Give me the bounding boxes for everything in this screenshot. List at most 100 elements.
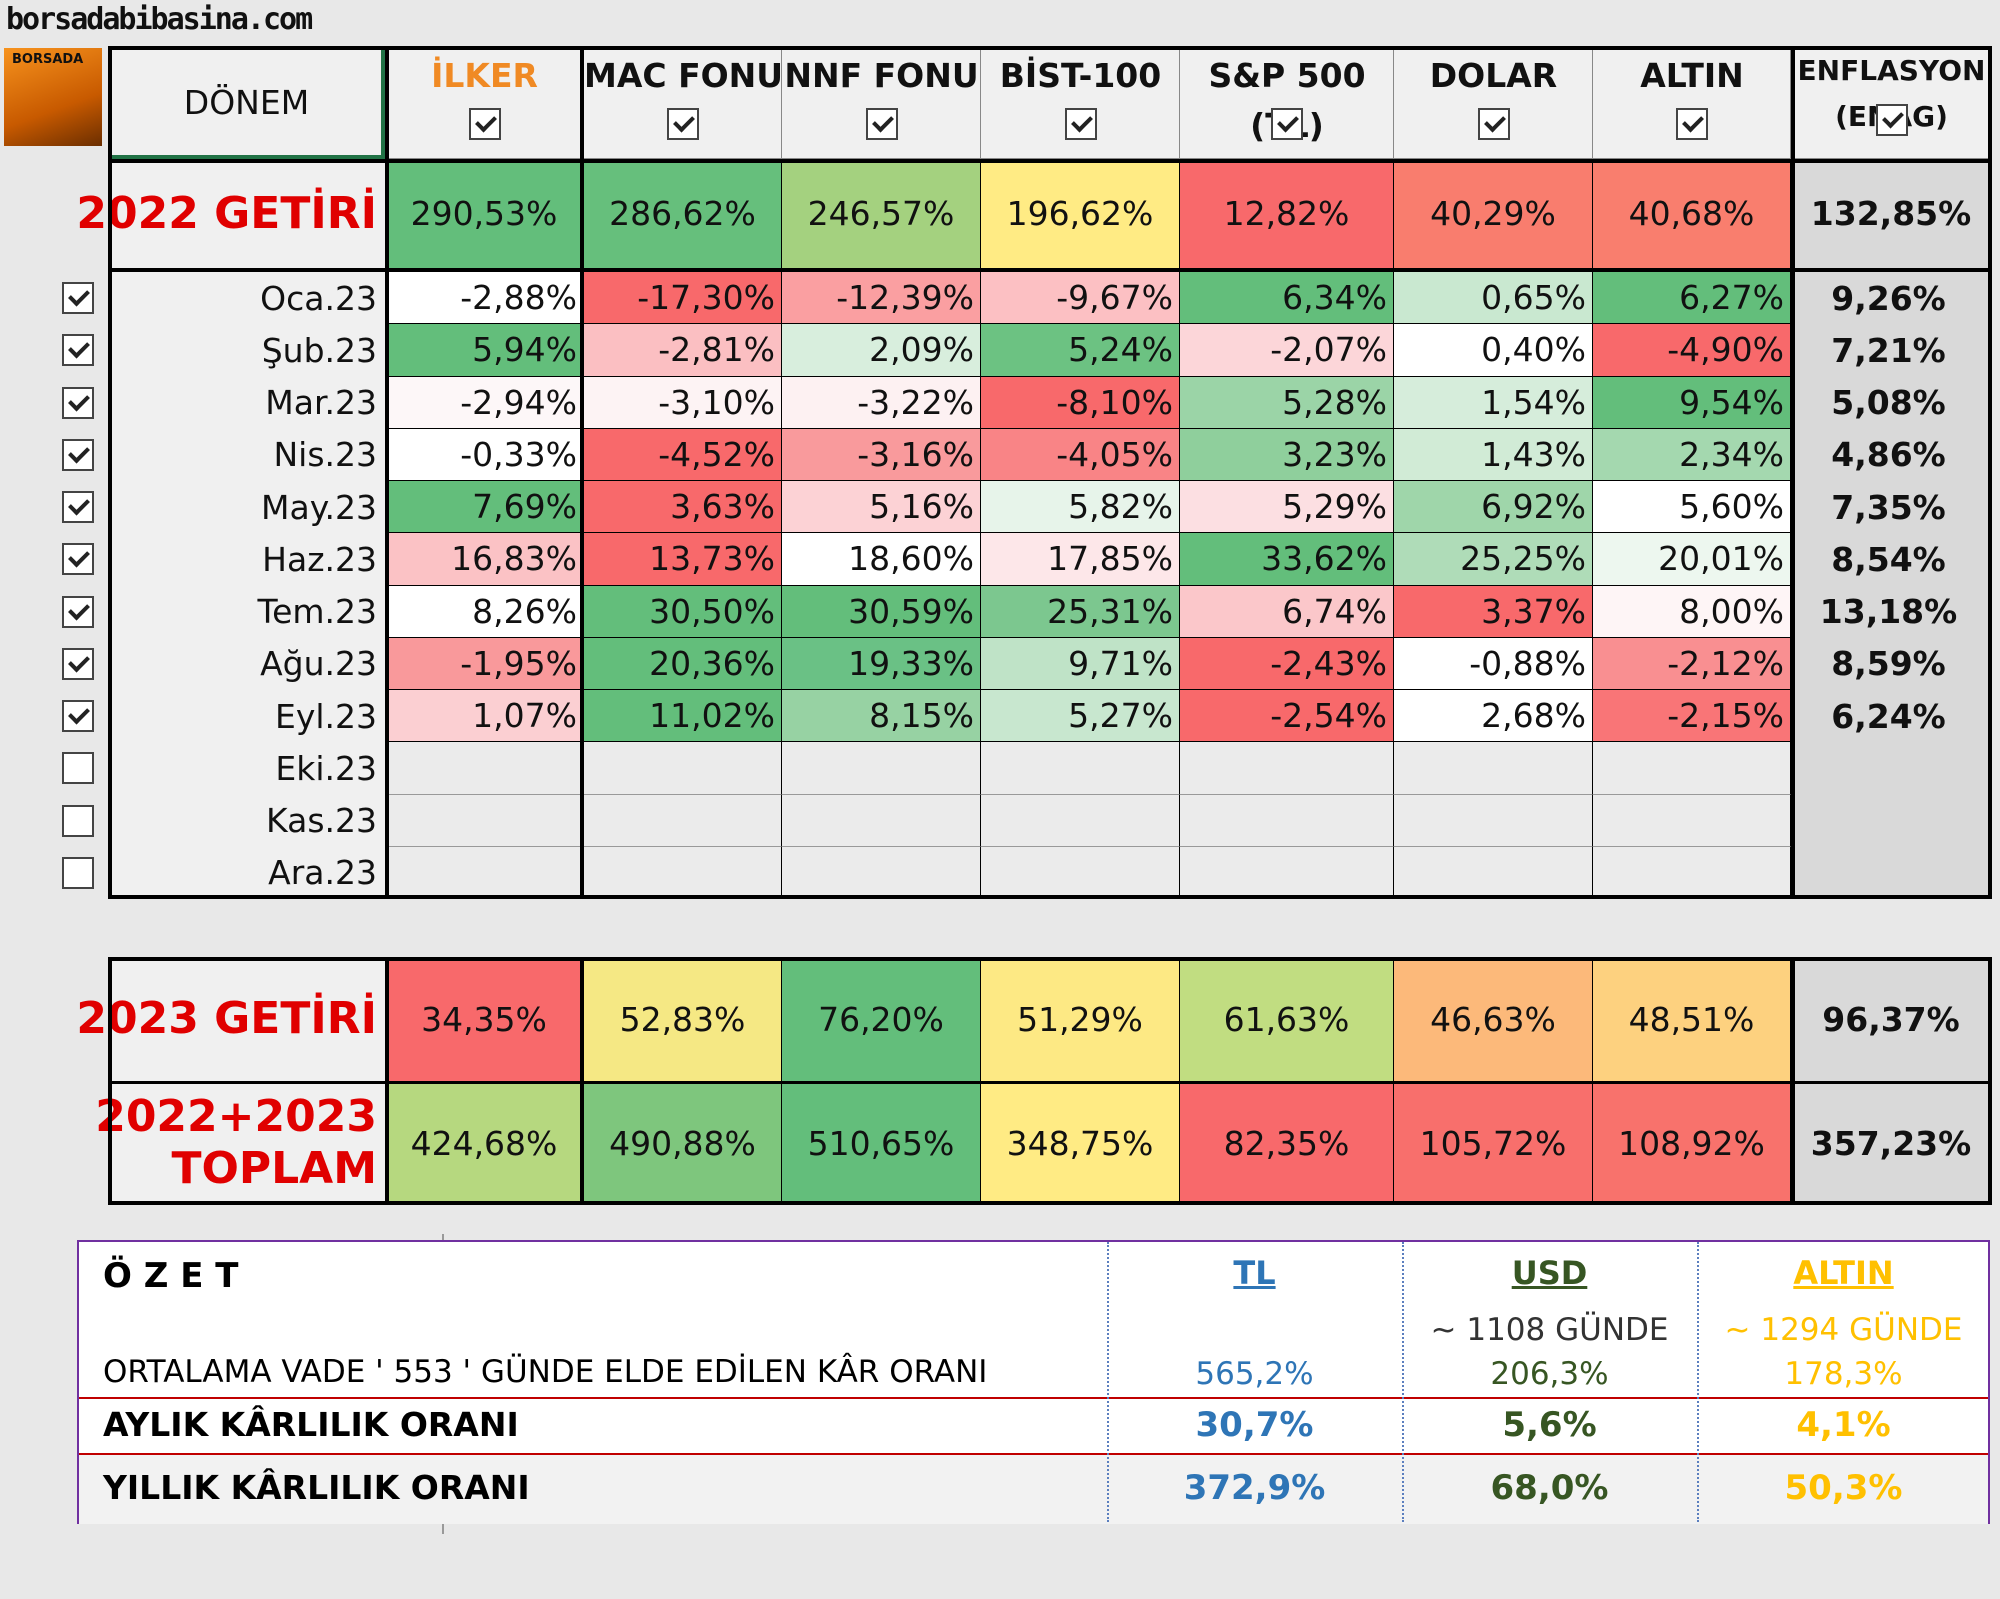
row-checkbox <box>62 334 94 367</box>
month-cell: 2,09% <box>782 324 981 377</box>
row-checkbox <box>62 647 94 680</box>
month-cell: -9,67% <box>981 272 1180 325</box>
month-cell: 5,60% <box>1593 481 1791 534</box>
inflation-cell: 132,85% <box>1791 159 1992 269</box>
summary-value: 30,7% <box>1195 1405 1314 1445</box>
month-cell: 6,34% <box>1180 272 1394 325</box>
month-cell <box>782 846 981 899</box>
month-cell: 9,54% <box>1593 376 1791 429</box>
value-cell: 48,51% <box>1593 957 1791 1082</box>
month-cell: 5,82% <box>981 481 1180 534</box>
month-cell: -3,22% <box>782 376 981 429</box>
month-label: Mar.23 <box>108 376 385 429</box>
site-name: borsadabibasina.com <box>6 2 313 37</box>
summary-divider <box>1107 1242 1109 1522</box>
summary-value: 565,2% <box>1195 1356 1314 1392</box>
month-cell: -4,05% <box>981 428 1180 481</box>
column-checkbox <box>1875 104 1908 136</box>
month-cell: 5,16% <box>782 481 981 534</box>
month-cell: 30,59% <box>782 585 981 638</box>
month-cell <box>1593 846 1791 899</box>
month-cell <box>782 794 981 847</box>
month-cell <box>584 794 782 847</box>
value-cell: 52,83% <box>584 957 782 1082</box>
month-cell: 13,73% <box>584 533 782 586</box>
inflation-cell: 6,24% <box>1791 690 1992 743</box>
row-checkbox <box>62 491 94 524</box>
row-checkbox <box>62 700 94 733</box>
summary-label: YILLIK KÂRLILIK ORANI <box>103 1468 530 1507</box>
month-cell: 5,28% <box>1180 376 1394 429</box>
value-cell: 196,62% <box>981 159 1180 269</box>
column-name: ENFLASYON <box>1797 54 1986 87</box>
month-cell: -2,12% <box>1593 637 1791 690</box>
month-cell <box>584 846 782 899</box>
month-cell: 6,74% <box>1180 585 1394 638</box>
value-cell: 105,72% <box>1394 1082 1593 1205</box>
month-cell: -3,16% <box>782 428 981 481</box>
column-header: DOLAR <box>1394 46 1593 159</box>
month-cell: 5,94% <box>385 324 584 377</box>
logo-text: BORSADA <box>12 52 84 67</box>
month-cell: -2,54% <box>1180 690 1394 743</box>
row-checkbox <box>62 752 94 785</box>
row-label: 2023 GETİRİ <box>76 957 385 1082</box>
month-label: Eyl.23 <box>108 690 385 743</box>
inflation-cell: 9,26% <box>1791 272 1992 325</box>
column-header: ENFLASYON(ENAG) <box>1791 46 1992 159</box>
month-cell <box>385 794 584 847</box>
value-cell: 34,35% <box>385 957 584 1082</box>
month-cell: 20,01% <box>1593 533 1791 586</box>
column-name: MAC FONU <box>584 56 784 95</box>
month-cell: 25,31% <box>981 585 1180 638</box>
row-line <box>108 1081 1992 1084</box>
month-cell: -4,52% <box>584 428 782 481</box>
month-cell: -1,95% <box>385 637 584 690</box>
month-cell: 2,68% <box>1394 690 1593 743</box>
row-label-text: 2022 GETİRİ <box>76 187 377 239</box>
month-cell: 17,85% <box>981 533 1180 586</box>
summary-value: 4,1% <box>1796 1405 1891 1445</box>
month-label: May.23 <box>108 481 385 534</box>
summary-label: AYLIK KÂRLILIK ORANI <box>103 1405 519 1444</box>
value-cell: 12,82% <box>1180 159 1394 269</box>
month-cell: 1,07% <box>385 690 584 743</box>
month-cell: 1,43% <box>1394 428 1593 481</box>
row-label: 2022 GETİRİ <box>76 159 385 269</box>
value-cell: 290,53% <box>385 159 584 269</box>
month-cell: 0,40% <box>1394 324 1593 377</box>
month-label: Haz.23 <box>108 533 385 586</box>
column-name: NNF FONU <box>784 56 979 95</box>
summary-header: TL <box>1233 1254 1276 1292</box>
month-cell: 8,15% <box>782 690 981 743</box>
column-checkbox <box>667 108 699 140</box>
row-checkbox <box>62 595 94 628</box>
summary-days: ~ 1294 GÜNDE <box>1724 1312 1963 1348</box>
column-header: NNF FONU <box>782 46 981 159</box>
inflation-cell: 7,35% <box>1791 481 1992 534</box>
inflation-cell <box>1791 742 1992 795</box>
month-cell: 16,83% <box>385 533 584 586</box>
month-cell <box>1180 742 1394 795</box>
summary-value: 50,3% <box>1784 1468 1903 1508</box>
month-cell: 11,02% <box>584 690 782 743</box>
inflation-cell: 7,21% <box>1791 324 1992 377</box>
month-cell: 0,65% <box>1394 272 1593 325</box>
month-cell: 3,23% <box>1180 428 1394 481</box>
value-cell: 490,88% <box>584 1082 782 1205</box>
month-cell: 9,71% <box>981 637 1180 690</box>
month-cell <box>1394 846 1593 899</box>
month-cell: -12,39% <box>782 272 981 325</box>
month-cell <box>584 742 782 795</box>
value-cell: 61,63% <box>1180 957 1394 1082</box>
inflation-cell <box>1791 846 1992 899</box>
summary-row-bg <box>79 1455 1988 1524</box>
month-cell: 25,25% <box>1394 533 1593 586</box>
month-cell <box>1593 794 1791 847</box>
column-checkbox <box>468 108 501 140</box>
period-header: DÖNEM <box>108 46 385 159</box>
row-checkbox <box>62 438 94 471</box>
month-cell <box>782 742 981 795</box>
summary-label: ORTALAMA VADE ' 553 ' GÜNDE ELDE EDİLEN … <box>103 1354 988 1390</box>
month-cell <box>1180 846 1394 899</box>
